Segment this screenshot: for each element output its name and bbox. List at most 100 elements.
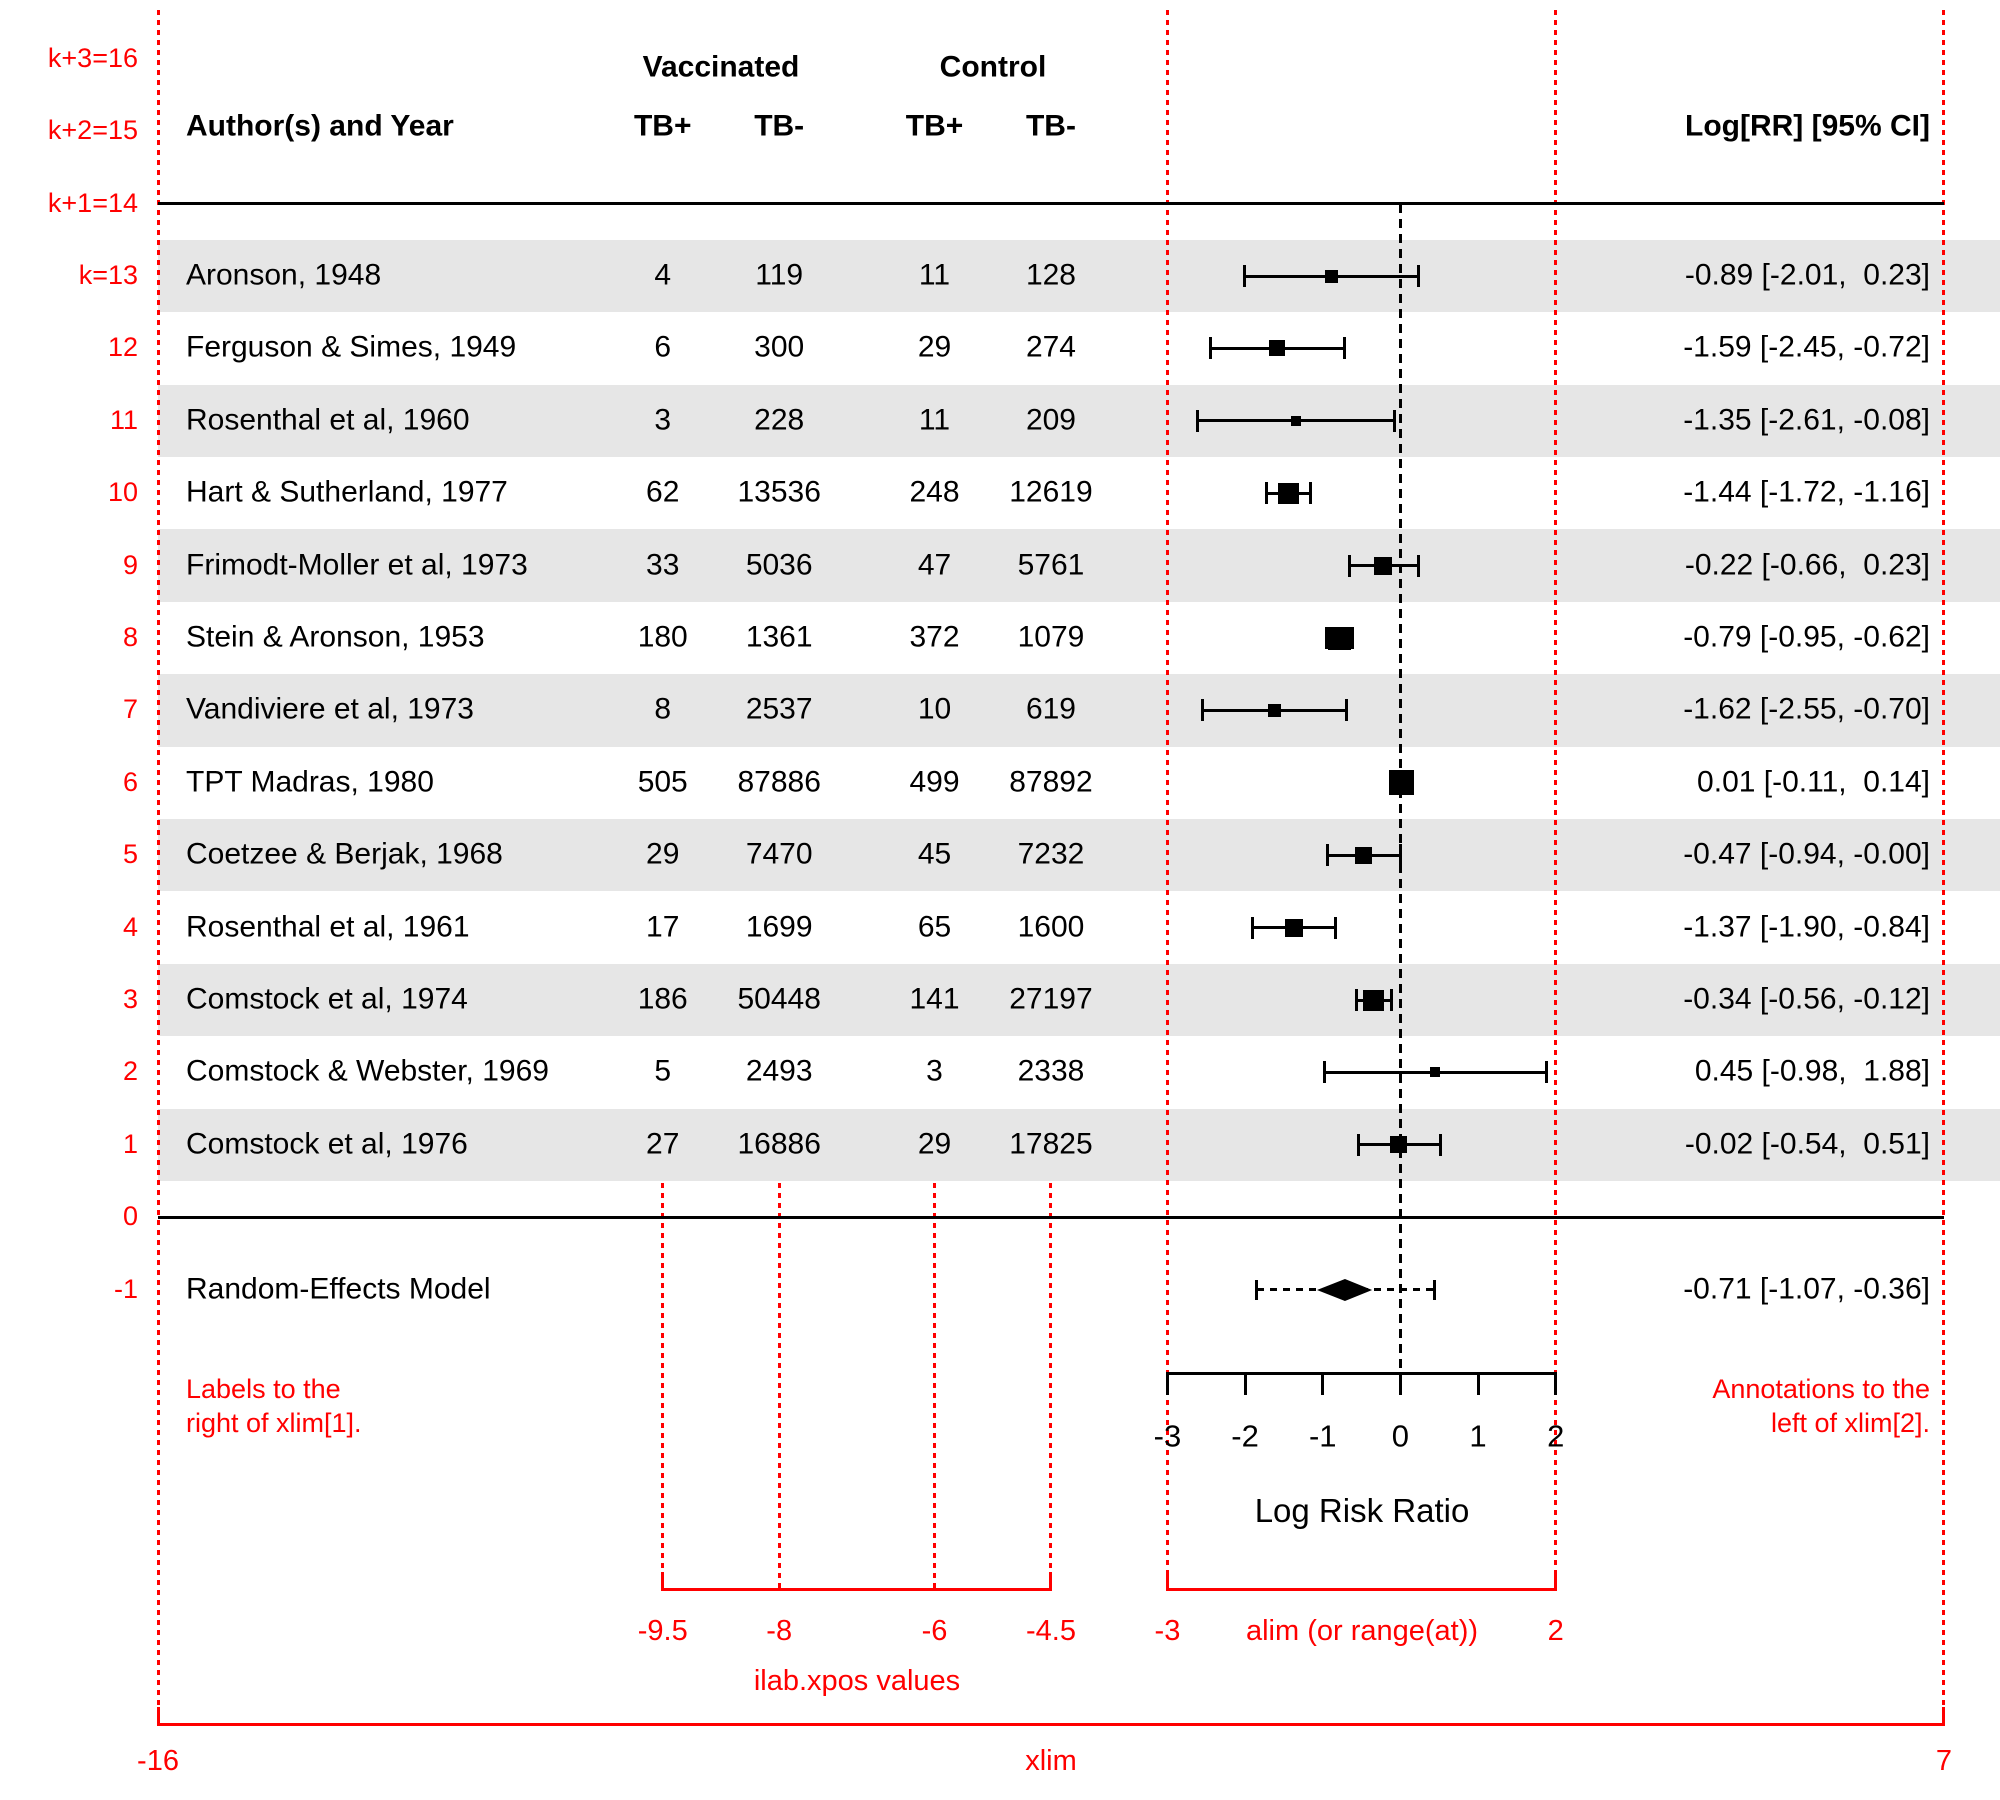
study-count-cell: 141: [909, 982, 960, 1016]
study-count-cell: 6: [654, 330, 672, 364]
ilab-bracket-tick: [1049, 1572, 1053, 1589]
ci-cap-right: [1416, 265, 1420, 287]
study-count-cell: 228: [754, 403, 805, 437]
row-number-label: 1: [122, 1128, 138, 1159]
study-count-cell: 4: [654, 258, 672, 292]
study-count-cell: 2338: [1017, 1054, 1085, 1088]
study-count-cell: 87886: [737, 765, 821, 799]
row-number-label: k=13: [78, 259, 138, 290]
study-annotation: -1.35 [-2.61, -0.08]: [1683, 403, 1930, 437]
study-annotation: 0.01 [-0.11, 0.14]: [1697, 765, 1930, 799]
study-count-cell: 87892: [1009, 765, 1093, 799]
effect-square: [1430, 1067, 1441, 1078]
study-count-cell: 5: [654, 1054, 672, 1088]
effect-square: [1268, 340, 1285, 357]
study-label: Rosenthal et al, 1960: [186, 403, 470, 437]
effect-square: [1355, 846, 1373, 864]
row-number-label: 8: [122, 621, 138, 652]
study-label: Frimodt-Moller et al, 1973: [186, 547, 528, 581]
x-axis-tick-label: 1: [1469, 1418, 1487, 1454]
ilab-xpos-value-label: -8: [766, 1614, 793, 1647]
header-rule: [158, 202, 1944, 206]
study-count-cell: 300: [754, 330, 805, 364]
study-count-cell: 186: [637, 982, 688, 1016]
study-count-cell: 27197: [1009, 982, 1093, 1016]
row-number-label: -1: [113, 1273, 138, 1304]
effect-square: [1278, 482, 1300, 504]
xlim-line: [156, 1722, 1946, 1726]
ilab-bracket-tick: [661, 1572, 665, 1589]
row-number-label: k+3=16: [47, 42, 138, 73]
effect-square: [1363, 989, 1385, 1011]
study-count-cell: 8: [654, 692, 672, 726]
row-shading-band: [158, 239, 2000, 313]
study-annotation: -1.37 [-1.90, -0.84]: [1683, 909, 1930, 943]
study-label: Aronson, 1948: [186, 258, 382, 292]
study-count-cell: 17825: [1009, 1127, 1093, 1161]
study-count-cell: 47: [917, 547, 952, 581]
xlim-tick: [156, 1707, 160, 1724]
row-number-label: 9: [122, 549, 138, 580]
study-label: Rosenthal et al, 1961: [186, 909, 470, 943]
study-count-cell: 5761: [1017, 547, 1085, 581]
ilab-xpos-value-label: -4.5: [1025, 1614, 1076, 1647]
row-shading-band: [158, 819, 2000, 892]
study-count-cell: 248: [909, 475, 960, 509]
row-shading-band: [158, 384, 2000, 457]
study-label: Stein & Aronson, 1953: [186, 620, 485, 654]
study-annotation: -1.44 [-1.72, -1.16]: [1683, 475, 1930, 509]
xlim-guide-line: [156, 10, 160, 1724]
note-annotations-left-of-xlim2: Annotations to the left of xlim[2].: [1712, 1374, 1930, 1438]
prediction-interval-cap-left: [1255, 1279, 1259, 1300]
column-header-vaccinated-tb+: TB+: [633, 109, 692, 143]
ci-cap-right: [1398, 844, 1402, 867]
alim-bracket-tick: [1165, 1572, 1169, 1589]
alim-guide-line: [1165, 10, 1169, 1589]
study-count-cell: 27: [646, 1127, 680, 1161]
study-count-cell: 5036: [745, 547, 813, 581]
study-annotation: -0.79 [-0.95, -0.62]: [1683, 620, 1930, 654]
study-count-cell: 274: [1025, 330, 1076, 364]
row-number-label: 2: [122, 1056, 138, 1087]
study-label: Hart & Sutherland, 1977: [186, 475, 508, 509]
ci-cap-left: [1356, 1133, 1360, 1156]
summary-label: Random-Effects Model: [186, 1271, 491, 1305]
x-axis-tick-label: -3: [1153, 1418, 1182, 1454]
prediction-interval-cap-right: [1433, 1279, 1437, 1300]
alim-limit-label: -3: [1154, 1614, 1181, 1647]
study-count-cell: 505: [637, 765, 688, 799]
study-count-cell: 16886: [737, 1127, 821, 1161]
x-axis-tick: [1165, 1373, 1169, 1395]
ci-cap-right: [1344, 699, 1348, 722]
alim-caption: alim (or range(at)): [1245, 1614, 1479, 1647]
ci-cap-left: [1251, 916, 1255, 939]
study-annotation: -1.59 [-2.45, -0.72]: [1683, 330, 1930, 364]
x-axis-tick: [1321, 1373, 1325, 1395]
ilab-xpos-guide-line: [1049, 1183, 1053, 1589]
xlim-guide-line: [1942, 10, 1946, 1724]
ci-cap-left: [1325, 844, 1329, 867]
effect-square: [1290, 415, 1301, 426]
study-count-cell: 2537: [745, 692, 813, 726]
ilab-xpos-guide-line: [777, 1183, 781, 1589]
row-number-label: k+1=14: [47, 187, 138, 218]
ci-cap-left: [1200, 699, 1204, 722]
effect-square: [1285, 918, 1304, 937]
ilab-xpos-guide-line: [933, 1183, 936, 1589]
ci-cap-left: [1265, 482, 1269, 505]
group-header-vaccinated: Vaccinated: [642, 50, 800, 84]
ci-cap-right: [1438, 1133, 1442, 1156]
ci-cap-right: [1544, 1061, 1548, 1084]
study-annotation: -0.34 [-0.56, -0.12]: [1683, 982, 1930, 1016]
ci-cap-right: [1389, 989, 1393, 1011]
study-label: Comstock et al, 1976: [186, 1127, 468, 1161]
x-axis-tick: [1243, 1373, 1247, 1395]
study-count-cell: 128: [1025, 258, 1076, 292]
footer-rule: [158, 1215, 1944, 1219]
row-number-label: k+2=15: [47, 115, 138, 146]
effect-square: [1388, 770, 1414, 796]
ci-cap-right: [1416, 554, 1420, 577]
ci-cap-left: [1242, 265, 1246, 287]
xlim-caption: xlim: [1025, 1744, 1077, 1777]
study-label: TPT Madras, 1980: [186, 765, 434, 799]
